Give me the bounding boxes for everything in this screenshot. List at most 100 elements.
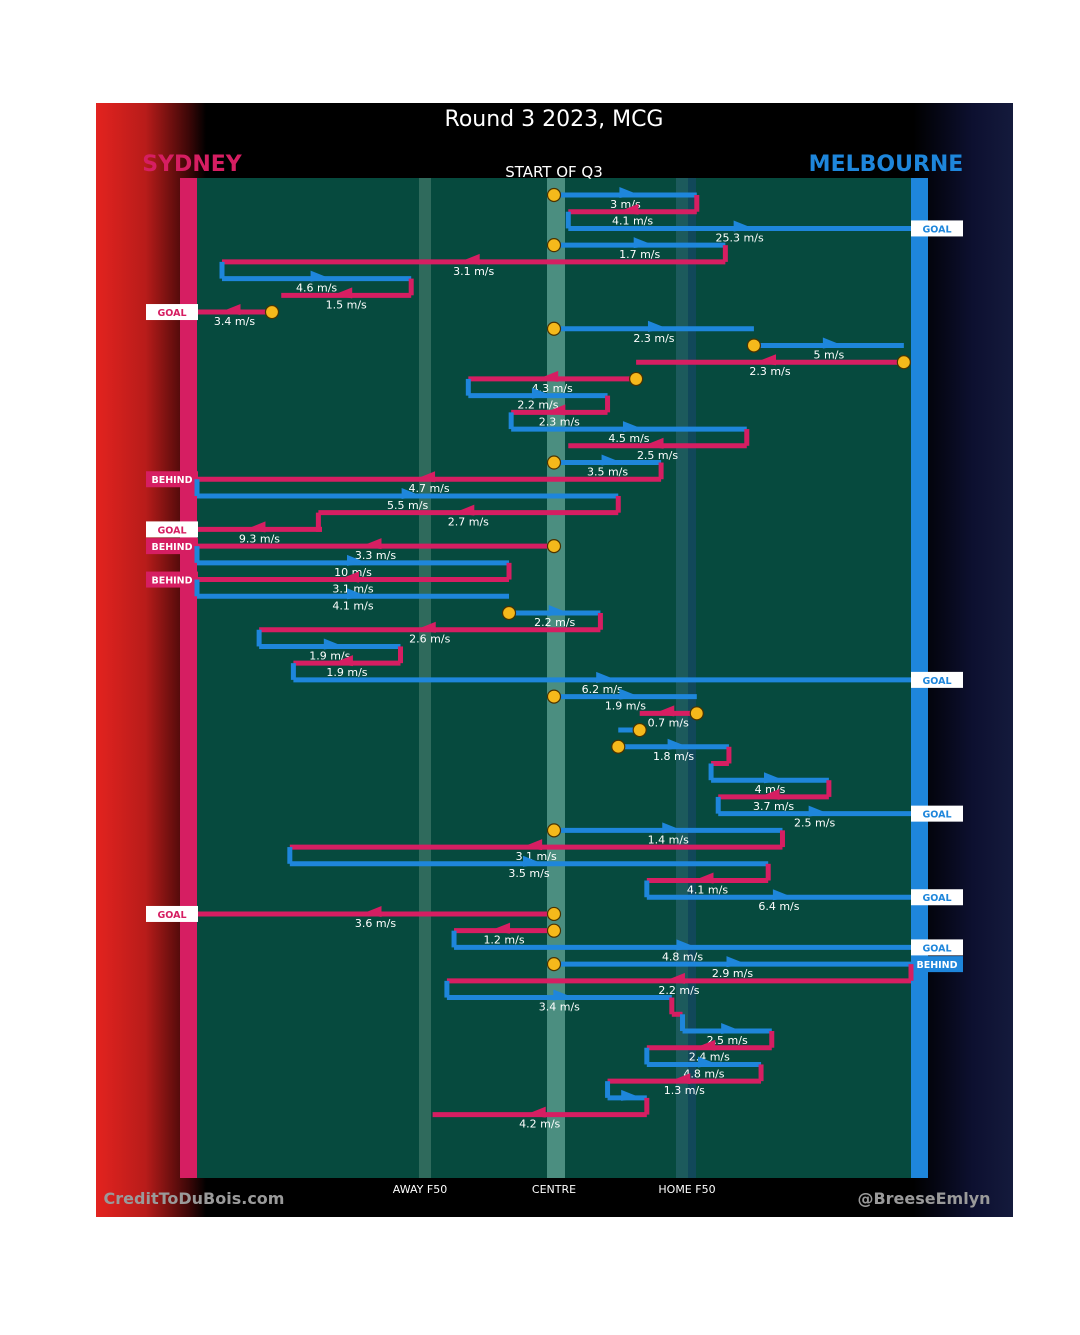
speed-label: 1.7 m/s [619,248,660,261]
chart-frame: 3 m/s 4.1 m/s 25.3 m/s GOAL 1.7 m/s 3.1 m/s 4.… [96,103,1013,1217]
chain-arrow [726,956,747,968]
stoppage-marker [546,238,562,253]
speed-label: 5.5 m/s [387,499,428,512]
axis-label-centre: CENTRE [532,1183,576,1196]
speed-label: 4.2 m/s [519,1118,560,1131]
chain-arrow [332,655,353,667]
stoppage-marker [896,355,911,370]
speed-label: 1.4 m/s [648,833,689,846]
score-badge [146,905,198,922]
chain-arrow [647,320,668,332]
stoppage-marker [546,923,562,938]
credit-right: @BreeseEmlyn [857,1189,990,1208]
speed-label: 3.5 m/s [587,466,628,479]
chain-arrow [459,253,480,265]
speed-label: 2.7 m/s [448,516,489,529]
chain-arrow [401,487,422,499]
chain-arrow [697,1056,718,1068]
speed-label: 2.3 m/s [633,332,674,345]
speed-label: 9.3 m/s [239,532,280,545]
score-badge [146,304,198,321]
stoppage-marker [546,689,562,704]
speed-label: 1.3 m/s [664,1084,705,1097]
chain-arrow [332,287,353,299]
speed-label: 1.8 m/s [653,750,694,763]
speed-label: 3.4 m/s [539,1001,580,1014]
score-badge-label: GOAL [922,224,951,235]
chain-arrow [695,1039,716,1051]
chain-arrow [220,304,241,316]
speed-label: 1.5 m/s [326,298,367,311]
chain-arrow [676,939,697,951]
speed-label: 4.5 m/s [608,432,649,445]
speed-label: 3.3 m/s [355,549,396,562]
chain-arrow [310,270,331,282]
score-badge-label: GOAL [157,525,186,536]
sydney-goal-post [180,178,197,1178]
stoppage-marker [611,739,626,754]
axis-label-away-f50: AWAY F50 [393,1183,447,1196]
chain-arrow [621,1089,642,1101]
stoppage-marker [546,957,562,972]
chain-arrow [548,605,569,616]
chain-arrow [339,571,360,583]
chain-arrow [619,187,640,198]
chain-arrow [323,638,344,650]
stoppage-marker [629,371,644,387]
score-badge-label: BEHIND [151,542,192,553]
score-badge [911,889,963,906]
chain-arrow [622,421,643,433]
score-badge-label: BEHIND [916,960,957,971]
score-badge [911,939,963,956]
speed-label: 3.1 m/s [453,265,494,278]
chain-arrow [693,872,714,884]
chain-arrow [523,855,544,867]
speed-label: 2.5 m/s [794,817,835,830]
chain-arrow [619,688,640,700]
chain-arrow [522,839,543,851]
score-badge [911,220,963,237]
chain-arrow [721,1023,742,1034]
chain-arrow [822,337,843,349]
speed-label: 2.5 m/s [707,1034,748,1047]
speed-label: 3.4 m/s [214,315,255,328]
chain-arrow [415,621,436,633]
chain-arrow [763,772,784,784]
axis-label-home-f50: HOME F50 [658,1183,715,1196]
chain-arrow [454,504,475,516]
stoppage-marker [689,706,704,721]
credit-left: CreditToDuBois.com [104,1189,285,1208]
score-badge-label: BEHIND [151,475,192,486]
stoppage-marker [546,187,562,203]
chain-arrow [759,788,780,800]
chain-arrow [415,471,436,483]
stoppage-marker [546,321,562,336]
speed-label: 2.9 m/s [712,967,753,980]
score-badge-label: GOAL [922,676,951,687]
score-badge [911,671,963,688]
chain-arrow [347,554,368,566]
score-badge-label: BEHIND [151,576,192,587]
speed-label: 2.2 m/s [517,399,558,412]
speed-label: 4.8 m/s [683,1067,724,1080]
speed-label: 1.9 m/s [326,666,367,679]
chain-arrow [662,822,683,834]
stoppage-marker [746,338,762,353]
speed-label: 3.6 m/s [355,917,396,930]
speed-label: 1.9 m/s [309,649,350,662]
speed-label: 3.1 m/s [332,583,373,596]
chain-arrow [643,437,664,449]
stoppage-marker [264,304,280,320]
speed-label: 4.6 m/s [296,282,337,295]
chain-arrow [361,905,382,917]
speed-label: 2.3 m/s [749,365,790,378]
score-badge [911,956,963,973]
speed-label: 0.7 m/s [648,716,689,729]
speed-label: 25.3 m/s [716,231,764,244]
score-badge-label: GOAL [922,893,951,904]
speed-label: 3.5 m/s [508,867,549,880]
stoppage-marker [546,906,562,922]
speed-label: 4.8 m/s [662,950,703,963]
speed-label: 5 m/s [814,348,845,361]
